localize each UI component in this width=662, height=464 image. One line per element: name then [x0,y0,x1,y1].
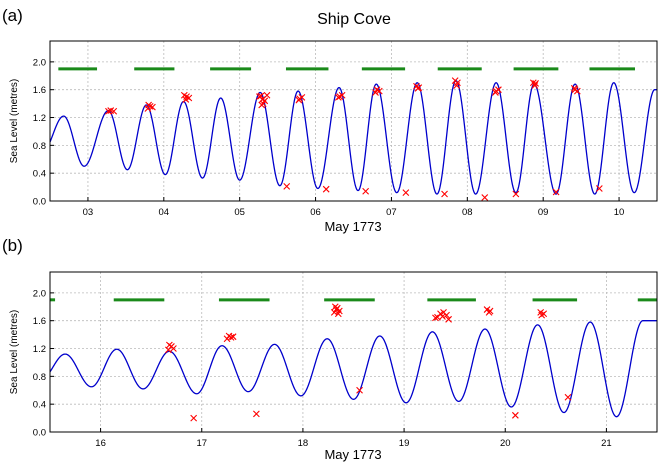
y-tick-label: 1.2 [33,113,46,124]
y-tick-label: 0.8 [33,372,46,383]
observation-marker [182,96,190,103]
y-tick-label: 1.6 [33,316,46,327]
x-tick-label: 21 [601,438,612,449]
observation-marker [227,334,235,341]
x-tick-label: 04 [159,207,170,218]
x-axis-label-b: May 1773 [324,447,381,462]
observation-marker [334,93,342,101]
x-tick-label: 09 [538,207,549,218]
y-tick-label: 0.0 [33,428,46,439]
observation-marker [322,185,330,193]
x-axis-label-a: May 1773 [324,219,381,234]
y-tick-label: 2.0 [33,57,46,68]
observation-marker [485,308,493,316]
observation-marker [105,107,112,115]
observation-marker [538,311,546,319]
observation-marker [445,315,452,323]
tide-curve-a [49,79,657,195]
x-tick-label: 10 [614,207,625,218]
panel-b: (b) 16 17 18 19 20 21 0.0 0.4 0.8 1.2 1.6 2.0 May 1… [2,236,658,462]
observation-marker [362,187,370,195]
observation-marker [110,107,118,115]
x-tick-label: 17 [196,438,207,449]
observation-marker [375,87,383,95]
panel-label-b: (b) [2,236,23,255]
x-tick-label: 06 [310,207,321,218]
observation-marker [453,82,461,89]
x-tick-label: 08 [462,207,473,218]
observation-marker [258,101,266,109]
y-axis-label-b: Sea Level (metres) [9,310,20,394]
y-tick-label: 1.2 [33,344,46,355]
x-tick-label: 05 [234,207,245,218]
plot-frame-a [49,40,658,202]
observation-marker [570,84,578,92]
observation-marker [441,190,448,198]
observation-marker [334,310,342,318]
observation-marker [439,313,446,320]
observation-marker [414,84,422,92]
x-tick-label: 18 [298,438,309,449]
panel-label-a: (a) [2,6,23,25]
observation-marker [149,103,156,111]
y-tick-label: 2.0 [33,288,46,299]
panel-a: (a) 03 04 05 06 07 08 09 10 0.0 0.4 0.8 1.2 1.6 2.0 M… [2,6,658,234]
observation-marker [432,314,439,322]
observation-marker [257,92,265,100]
observation-marker [595,185,603,192]
observation-marker [190,414,198,422]
observation-marker [295,96,303,104]
observation-marker [356,386,363,394]
observation-marker [263,91,271,99]
y-tick-label: 1.6 [33,85,46,96]
y-tick-label: 0.0 [33,197,46,208]
plot-frame-b [49,271,658,433]
x-tick-label: 19 [399,438,410,449]
observation-marker [164,346,172,354]
observation-marker [332,306,340,313]
observation-marker [552,188,560,196]
observation-marker [511,411,519,419]
x-tick-label: 20 [500,438,511,449]
observation-marker [223,335,231,343]
y-axis-label-a: Sea Level (metres) [9,79,20,163]
observation-marker [564,393,572,401]
observation-marker [481,194,489,201]
observation-marker [491,89,499,96]
observation-marker [170,345,177,352]
x-tick-label: 07 [386,207,397,218]
observation-marker [252,410,260,418]
x-tick-label: 16 [95,438,106,449]
observation-marker [402,189,410,197]
observation-marker [531,82,539,89]
x-tick-label: 03 [83,207,94,218]
observation-marker [338,91,346,99]
y-tick-label: 0.8 [33,141,46,152]
observation-marker [229,333,237,341]
tide-curve-b [49,320,657,418]
y-tick-label: 0.4 [33,169,46,180]
observation-marker [532,80,539,87]
observation-marker [144,105,152,112]
observation-marker [512,190,520,198]
y-tick-label: 0.4 [33,400,46,411]
observation-marker [283,183,291,190]
observation-marker [443,311,450,319]
chart-title: Ship Cove [317,11,391,28]
observation-marker [372,89,379,96]
